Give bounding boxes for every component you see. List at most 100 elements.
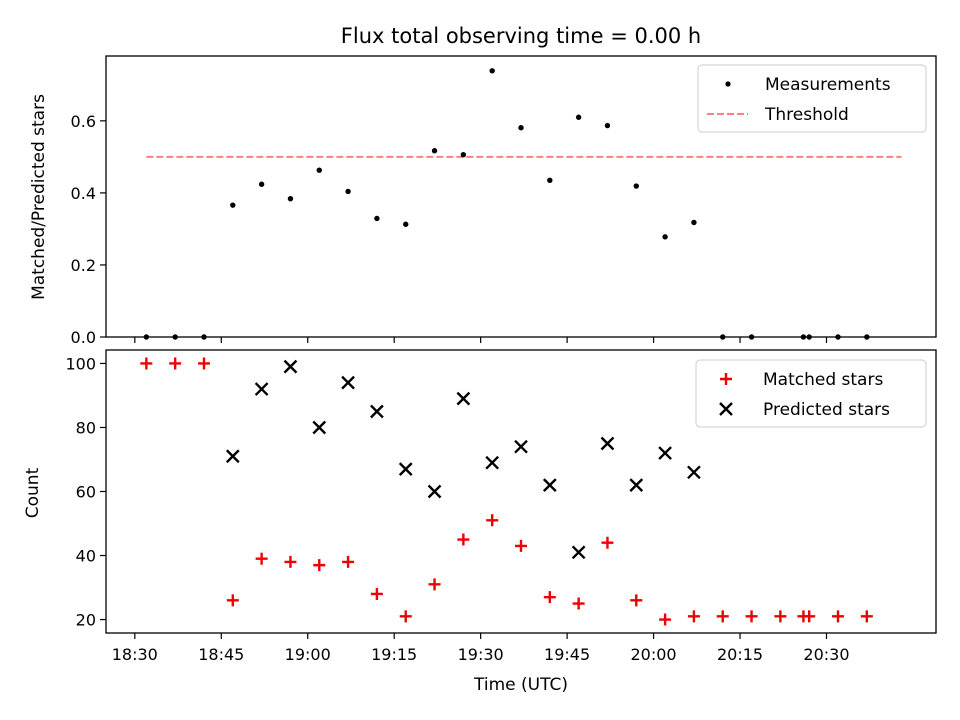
predicted-legend-label: Predicted stars	[763, 400, 890, 420]
threshold-legend-label: Threshold	[764, 105, 849, 125]
matched-star-point	[428, 578, 441, 591]
matched-star-point	[140, 357, 153, 370]
x-tick-label: 19:15	[371, 645, 417, 664]
matched-star-point	[687, 610, 700, 623]
measurement-point	[604, 122, 611, 129]
predicted-star-point	[370, 404, 384, 419]
predicted-star-point	[225, 449, 240, 464]
bottom-legend: Matched stars Predicted stars	[695, 359, 927, 428]
matched-star-point	[370, 587, 383, 600]
bottom-panel: Count Time (UTC) 20 40 60 80 100 18:30 18:45 19…	[23, 349, 937, 695]
predicted-star-point	[514, 439, 528, 454]
measurement-point	[431, 148, 438, 154]
predicted-star-point	[485, 455, 500, 470]
top-ticks: 0.0 0.2 0.4 0.6	[71, 112, 828, 347]
matched-star-point	[630, 594, 643, 607]
bottom-legend-box	[695, 359, 927, 428]
measurements-legend-marker	[725, 81, 731, 87]
matched-star-point	[601, 536, 614, 549]
x-tick-label: 19:30	[458, 645, 504, 664]
x-tick-label: 20:00	[631, 645, 677, 664]
matched-star-point	[457, 533, 470, 546]
x-tick-label: 19:00	[285, 645, 331, 664]
measurement-point	[547, 177, 553, 183]
matched-star-point	[486, 514, 499, 527]
measurement-point	[489, 68, 495, 74]
top-axes-frame	[105, 55, 937, 338]
measurement-point	[316, 167, 322, 173]
matched-star-point	[399, 610, 412, 623]
predicted-star-point	[341, 375, 355, 390]
matched-star-point	[169, 357, 182, 370]
y-tick-label: 40	[76, 547, 96, 566]
matched-star-point	[572, 597, 585, 610]
matched-star-point	[255, 552, 268, 565]
measurement-point	[691, 219, 697, 226]
top-legend: Measurements Threshold	[697, 64, 927, 133]
predicted-star-point	[658, 446, 672, 460]
y-tick-label: 60	[76, 483, 96, 502]
measurement-point	[374, 215, 380, 222]
top-data-marks	[143, 68, 902, 340]
predicted-star-point	[687, 465, 701, 480]
measurement-point	[230, 202, 236, 208]
matched-star-point	[803, 610, 816, 623]
matched-star-point	[313, 559, 326, 572]
top-legend-box	[697, 64, 927, 133]
predicted-star-point	[283, 359, 298, 374]
x-tick-label: 18:45	[198, 645, 244, 664]
predicted-star-point	[398, 462, 413, 476]
y-tick-label: 20	[76, 611, 96, 630]
matched-star-point	[745, 610, 758, 623]
matched-star-point	[284, 555, 297, 568]
matched-star-point	[832, 610, 845, 623]
bottom-ticks: 20 40 60 80 100 18:30 18:45 19:00 19:15 19:30 19:4…	[65, 354, 849, 664]
matched-star-point	[342, 555, 355, 568]
predicted-star-point	[629, 478, 644, 492]
matched-star-point	[515, 539, 527, 552]
measurement-point	[345, 188, 351, 195]
predicted-star-point	[456, 391, 471, 406]
measurement-point	[518, 124, 524, 131]
top-panel: Flux total observing time = 0.00 h Match…	[29, 24, 937, 347]
predicted-star-point	[542, 478, 557, 492]
matched-legend-label: Matched stars	[763, 370, 883, 390]
predicted-star-point	[312, 420, 327, 435]
measurement-point	[403, 221, 409, 227]
x-tick-label: 19:45	[544, 645, 590, 664]
x-tick-label: 20:30	[803, 645, 849, 664]
predicted-star-point	[427, 484, 442, 499]
measurement-point	[460, 152, 467, 158]
bottom-axes-frame	[105, 349, 937, 634]
measurement-point	[575, 114, 582, 120]
y-tick-label: 0.6	[71, 112, 96, 131]
predicted-star-point	[600, 436, 615, 451]
matched-legend-marker	[720, 373, 732, 385]
y-tick-label: 80	[76, 418, 96, 437]
matched-star-point	[543, 591, 556, 604]
matched-star-point	[774, 610, 787, 623]
matched-star-point	[716, 610, 729, 623]
y-tick-label: 0.4	[71, 184, 96, 203]
predicted-star-point	[254, 382, 269, 396]
chart-title: Flux total observing time = 0.00 h	[341, 24, 701, 48]
predicted-legend-marker	[719, 402, 733, 416]
predicted-star-point	[571, 545, 586, 560]
x-axis-label: Time (UTC)	[473, 675, 568, 695]
matched-star-point	[226, 594, 239, 607]
bottom-data-marks	[140, 357, 873, 626]
measurement-point	[258, 181, 265, 187]
matched-star-point	[659, 613, 672, 626]
matched-star-point	[860, 610, 873, 623]
y-tick-label: 0.0	[71, 328, 96, 347]
x-tick-label: 18:30	[112, 645, 158, 664]
bottom-y-axis-label: Count	[23, 467, 43, 518]
measurement-point	[633, 183, 639, 189]
top-y-axis-label: Matched/Predicted stars	[29, 94, 49, 300]
y-tick-label: 0.2	[71, 256, 96, 275]
x-tick-label: 20:15	[717, 645, 763, 664]
y-tick-label: 100	[65, 354, 96, 373]
measurement-point	[287, 195, 294, 202]
measurement-point	[662, 234, 668, 240]
